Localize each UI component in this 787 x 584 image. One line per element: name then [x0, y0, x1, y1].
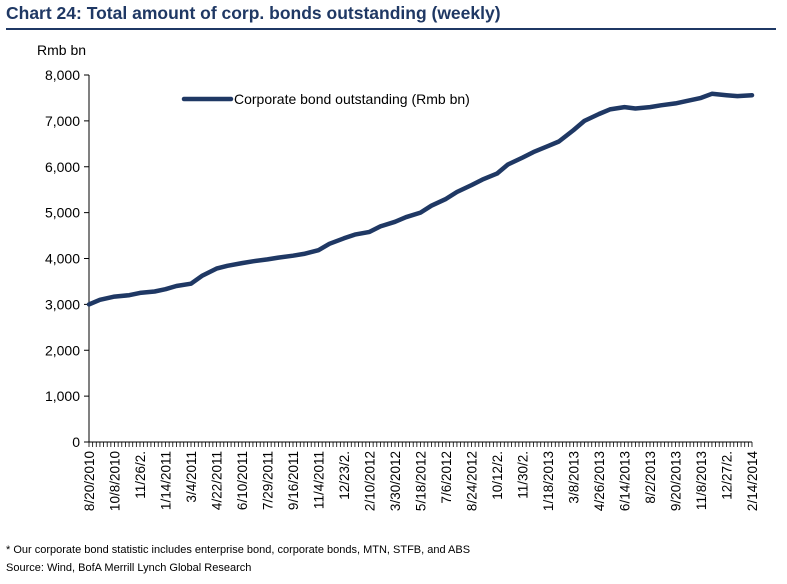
legend: Corporate bond outstanding (Rmb bn) [181, 91, 470, 107]
x-tick-label: 9/20/2013 [669, 451, 684, 511]
y-tick-label: 7,000 [45, 113, 80, 129]
axes [88, 75, 752, 443]
y-tick-label: 2,000 [45, 342, 80, 358]
x-tick-label: 7/29/2011 [261, 451, 276, 510]
x-tick-label: 1/14/2011 [159, 451, 174, 510]
x-tick-label: 11/8/2013 [694, 451, 709, 510]
x-tick-label: 7/6/2012 [439, 451, 454, 504]
x-tick-label: 8/20/2010 [82, 451, 97, 511]
y-tick-label: 1,000 [45, 388, 80, 404]
x-tick-label: 4/26/2013 [592, 451, 607, 511]
y-ticks: 0 1,000 2,000 3,000 4,000 5,000 6,000 7,000 8,00… [45, 67, 89, 450]
x-tick-label: 10/8/2010 [108, 451, 123, 511]
x-tick-label: 4/22/2011 [210, 451, 225, 510]
x-tick-label: 5/18/2012 [414, 451, 429, 511]
series-line [86, 91, 755, 307]
source-note: Source: Wind, BofA Merrill Lynch Global … [6, 562, 252, 574]
x-tick-label: 8/2/2013 [643, 451, 658, 504]
x-tick-label: 2/10/2012 [363, 451, 378, 511]
x-tick-label: 9/16/2011 [286, 451, 301, 510]
x-tick-label: 11/26/2. [133, 451, 148, 499]
x-tick-label: 11/4/2011 [312, 451, 327, 509]
y-tick-label: 5,000 [45, 205, 80, 221]
y-axis-label: Rmb bn [37, 42, 87, 58]
x-tick-label: 6/14/2013 [618, 451, 633, 511]
chart-title: Chart 24: Total amount of corp. bonds ou… [6, 3, 501, 23]
x-tick-label: 3/4/2011 [184, 451, 199, 503]
x-tick-label: 3/8/2013 [567, 451, 582, 504]
x-tick-label: 6/10/2011 [235, 451, 250, 510]
x-tick-label: 11/30/2. [516, 451, 531, 499]
footnote: * Our corporate bond statistic includes … [6, 544, 471, 556]
x-tick-label: 8/24/2012 [465, 451, 480, 511]
y-tick-label: 8,000 [45, 67, 80, 83]
x-tick-label: 12/23/2. [337, 451, 352, 500]
y-tick-label: 0 [72, 434, 80, 450]
x-tick-label: 1/18/2013 [541, 451, 556, 511]
y-tick-label: 3,000 [45, 296, 80, 312]
x-ticks: 8/20/2010 10/8/2010 11/26/2. 1/14/2011 3/4/2… [82, 442, 760, 511]
x-tick-label: 3/30/2012 [388, 451, 403, 511]
y-tick-label: 6,000 [45, 159, 80, 175]
series-layer [86, 91, 755, 307]
y-tick-label: 4,000 [45, 251, 80, 267]
x-tick-label: 12/27/2. [720, 451, 735, 500]
x-tick-label: 2/14/2014 [745, 451, 760, 512]
legend-label: Corporate bond outstanding (Rmb bn) [234, 91, 470, 107]
x-tick-label: 10/12/2. [490, 451, 505, 500]
title-rule [6, 28, 776, 30]
